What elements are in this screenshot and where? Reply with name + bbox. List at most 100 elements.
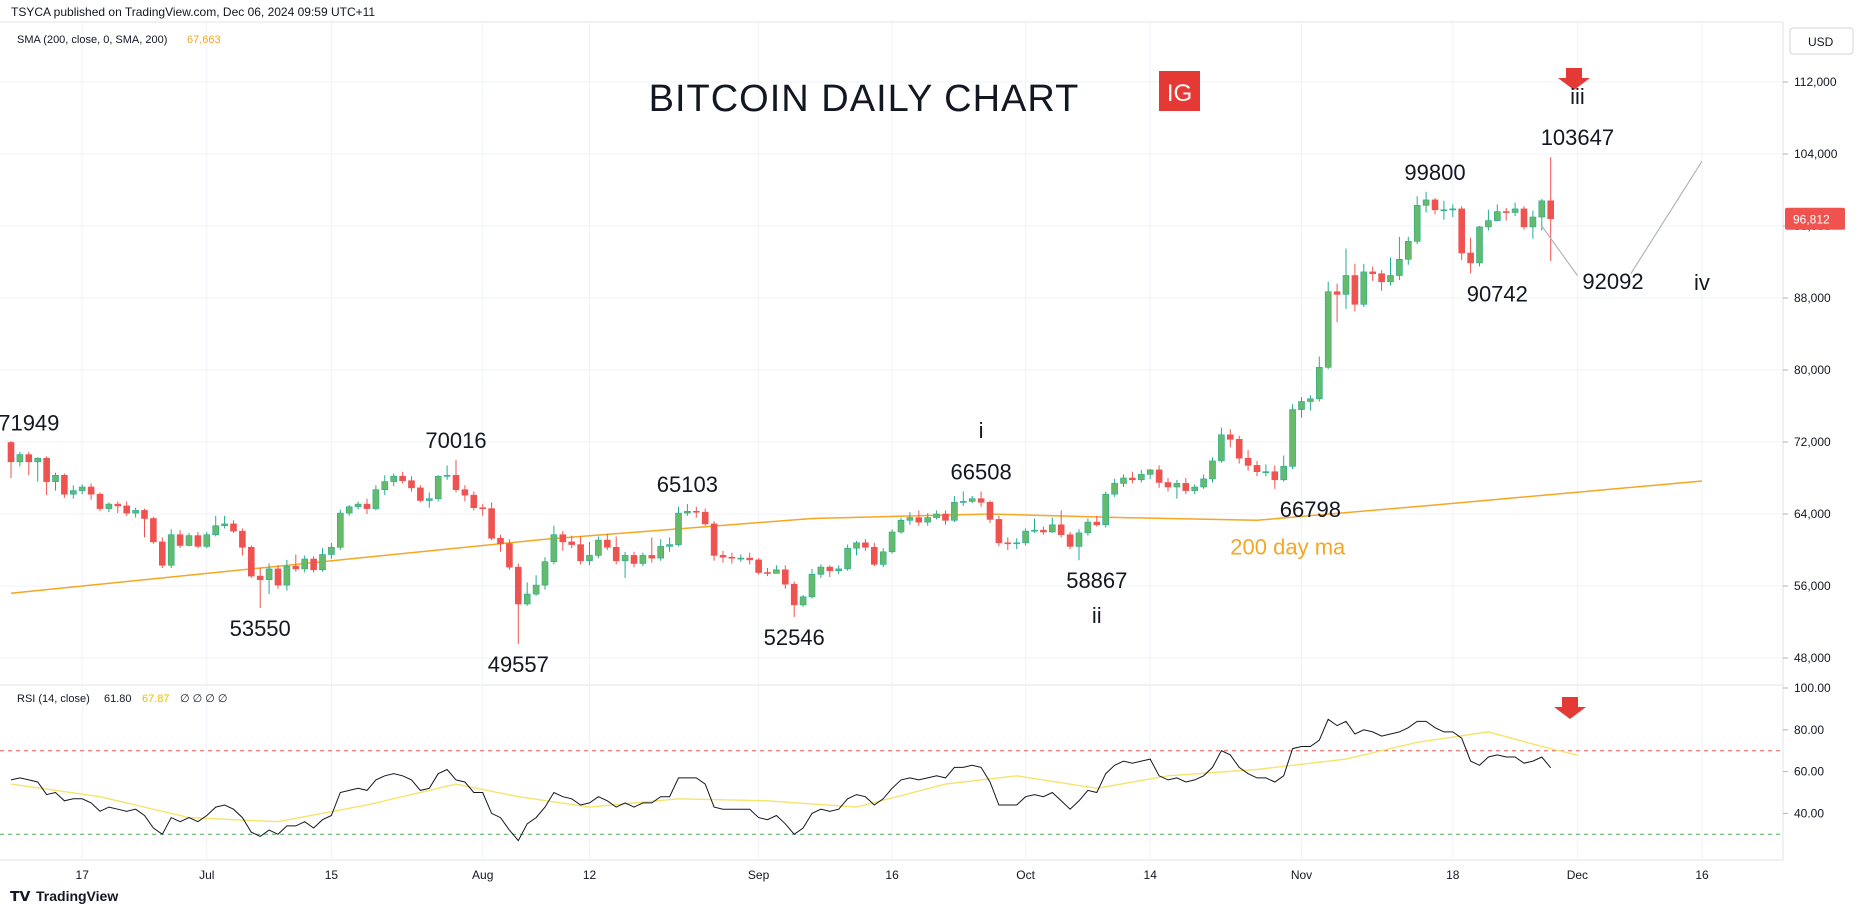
candle-body <box>1342 275 1350 295</box>
candle-body <box>1333 291 1341 295</box>
candle-down <box>1253 460 1261 477</box>
candle-up <box>132 507 139 518</box>
candle-body <box>1307 398 1314 402</box>
candle-body <box>301 558 309 570</box>
currency-label: USD <box>1808 35 1834 49</box>
candle-down <box>648 537 656 563</box>
candle-up <box>345 505 353 516</box>
candle-up <box>203 532 211 549</box>
candle-body <box>746 557 754 561</box>
candle-up <box>541 557 549 590</box>
rsi-legend-value: 61.80 <box>104 693 132 705</box>
candle-down <box>692 506 700 518</box>
candles-layer <box>7 157 1554 644</box>
candle-body <box>1431 199 1439 211</box>
price-annotation: 71949 <box>0 410 59 435</box>
candle-down <box>746 552 754 565</box>
candle-up <box>933 510 940 520</box>
candle-down <box>87 483 95 500</box>
candle-body <box>1413 205 1421 242</box>
candle-body <box>292 565 300 570</box>
candle-body <box>1316 366 1323 400</box>
candle-up <box>1013 538 1021 550</box>
rsi-axis[interactable]: 100.00 80.00 60.00 40.00 <box>1783 681 1831 820</box>
candle-body <box>915 517 923 523</box>
candle-body <box>630 555 638 564</box>
rsi-legend-label[interactable]: RSI (14, close) <box>17 693 90 705</box>
candle-body <box>1476 226 1483 264</box>
candle-body <box>1084 521 1092 534</box>
candle-body <box>1405 241 1412 260</box>
candle-body <box>354 503 362 508</box>
candle-down <box>764 568 771 577</box>
candle-body <box>256 575 264 580</box>
candle-down <box>1066 532 1074 550</box>
candle-body <box>1155 469 1163 483</box>
candle-up <box>265 563 273 595</box>
candle-down <box>96 492 104 512</box>
candle-body <box>1102 493 1109 526</box>
candle-body <box>194 535 202 547</box>
candle-body <box>684 510 691 514</box>
candle-body <box>1271 471 1279 481</box>
price-axis[interactable]: 112,000104,00096,00088,00080,00072,00064… <box>1783 75 1838 665</box>
candle-body <box>1111 483 1118 495</box>
candle-up <box>1298 397 1305 418</box>
candle-up <box>1138 469 1145 483</box>
rsi-down-arrow-icon <box>1554 697 1586 719</box>
candle-down <box>514 563 522 644</box>
rsi-line <box>10 718 1552 842</box>
time-tick-label: Aug <box>472 868 493 882</box>
candle-up <box>773 565 780 574</box>
time-axis[interactable]: 17 Jul 15 Aug 12 Sep 16 Oct 14 Nov 18 Dec 16 <box>76 868 1709 882</box>
price-annotation: 66508 <box>951 459 1012 484</box>
candle-body <box>1378 273 1385 283</box>
candle-up <box>221 515 228 529</box>
candle-body <box>283 565 291 586</box>
candle-body <box>737 557 745 560</box>
candle-up <box>1280 455 1287 482</box>
rsi-tick-label: 60.00 <box>1794 765 1824 779</box>
candle-body <box>319 554 326 571</box>
candle-body <box>345 506 353 514</box>
candle-down <box>1351 263 1359 312</box>
candle-up <box>1146 469 1154 479</box>
candle-body <box>408 480 415 489</box>
candle-body <box>817 566 825 575</box>
candle-body <box>1191 486 1198 491</box>
price-annotation: 53550 <box>230 616 291 641</box>
candle-body <box>1494 211 1501 221</box>
candle-body <box>1369 271 1376 274</box>
candle-body <box>203 534 211 547</box>
currency-button[interactable] <box>1789 27 1854 55</box>
candle-up <box>853 541 860 556</box>
candle-down <box>25 451 33 476</box>
candle-body <box>1440 209 1448 212</box>
candle-down <box>915 510 923 526</box>
candle-body <box>977 498 985 503</box>
candle-down <box>7 441 15 478</box>
candle-body <box>959 501 967 503</box>
candle-up <box>666 537 673 552</box>
sma-legend-value: 67,663 <box>187 34 221 46</box>
projection-line <box>1541 225 1578 276</box>
candle-down <box>1502 208 1510 221</box>
chart-title: BITCOIN DAILY CHART <box>649 78 1080 120</box>
candle-up <box>1405 236 1412 265</box>
candle-body <box>639 555 647 564</box>
candle-body <box>425 498 433 501</box>
candle-up <box>390 473 398 487</box>
candle-body <box>1351 275 1359 305</box>
sma-legend-label[interactable]: SMA (200, close, 0, SMA, 200) <box>17 34 167 46</box>
price-annotation: 70016 <box>425 428 486 453</box>
candle-up <box>657 539 665 561</box>
candle-body <box>497 537 504 544</box>
candle-up <box>1307 395 1314 411</box>
candle-body <box>1502 211 1510 213</box>
candle-body <box>550 534 558 563</box>
candle-up <box>78 484 86 495</box>
candle-up <box>1262 464 1270 477</box>
candle-body <box>363 503 371 509</box>
candle-body <box>141 510 148 519</box>
candle-body <box>52 474 59 482</box>
